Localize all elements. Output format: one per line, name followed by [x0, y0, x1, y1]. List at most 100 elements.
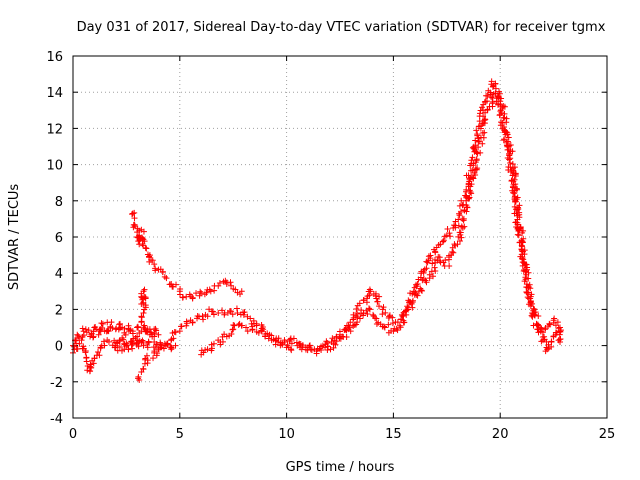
data-point [462, 192, 469, 199]
y-tick-label: 4 [55, 267, 63, 282]
data-point [366, 306, 373, 313]
data-point [97, 326, 104, 333]
data-point [464, 204, 471, 211]
data-point [507, 160, 514, 167]
data-point [82, 349, 89, 356]
data-point [450, 249, 457, 256]
series-track-e [198, 90, 564, 358]
data-point [541, 333, 548, 340]
data-point [463, 186, 470, 193]
data-point [366, 305, 373, 312]
data-point [382, 309, 389, 316]
data-point [523, 261, 530, 268]
data-point [417, 285, 424, 292]
data-point [281, 338, 288, 345]
data-point [516, 214, 523, 221]
data-point [350, 311, 357, 318]
data-point [471, 170, 478, 177]
data-point [503, 142, 510, 149]
data-point [478, 104, 485, 111]
y-axis-label: SDTVAR / TECUs [7, 184, 22, 291]
data-point [474, 165, 481, 172]
data-point [306, 342, 313, 349]
data-point [525, 289, 532, 296]
data-point [200, 316, 207, 323]
data-point [170, 335, 177, 342]
data-point [552, 322, 559, 329]
data-point [154, 350, 161, 357]
data-point [399, 313, 406, 320]
data-point [479, 140, 486, 147]
data-point [140, 310, 147, 317]
data-point [164, 340, 171, 347]
data-point [481, 129, 488, 136]
data-point [229, 311, 236, 318]
data-point [432, 248, 439, 255]
data-point [373, 315, 380, 322]
data-point [183, 318, 190, 325]
data-point [327, 346, 334, 353]
data-point [423, 279, 430, 286]
data-point [424, 259, 431, 266]
data-point [173, 281, 180, 288]
data-point [458, 234, 465, 241]
data-point [76, 340, 83, 347]
data-point [353, 312, 360, 319]
series-track-f [138, 286, 158, 340]
data-point [73, 337, 80, 344]
data-point [288, 340, 295, 347]
data-point [454, 241, 461, 248]
data-point [473, 157, 480, 164]
y-tick-label: 0 [55, 340, 63, 355]
data-point [124, 342, 131, 349]
data-point [511, 176, 518, 183]
data-point [240, 311, 247, 318]
data-point [209, 308, 216, 315]
data-point [409, 297, 416, 304]
data-point [447, 233, 454, 240]
data-point [86, 363, 93, 370]
data-point [313, 348, 320, 355]
data-point [140, 288, 147, 295]
data-point [501, 136, 508, 143]
data-point [535, 313, 542, 320]
data-point [506, 156, 513, 163]
data-point [306, 342, 313, 349]
data-point [129, 345, 136, 352]
data-point [342, 327, 349, 334]
data-point [423, 258, 430, 265]
data-point [409, 304, 416, 311]
data-point [461, 207, 468, 214]
data-point [497, 122, 504, 129]
data-point [477, 110, 484, 117]
data-point [73, 345, 80, 352]
data-point [504, 131, 511, 138]
data-point [394, 327, 401, 334]
data-point [379, 311, 386, 318]
x-axis-label: GPS time / hours [286, 460, 395, 475]
data-point [231, 322, 238, 329]
data-point [135, 373, 142, 380]
x-tick-label: 15 [385, 427, 402, 442]
data-point [343, 333, 350, 340]
data-point [427, 252, 434, 259]
data-point [244, 328, 251, 335]
data-point [477, 149, 484, 156]
data-point [290, 335, 297, 342]
data-point [215, 310, 222, 317]
data-point [142, 294, 149, 301]
data-point [446, 262, 453, 269]
data-point [498, 106, 505, 113]
data-point [157, 341, 164, 348]
data-point [469, 154, 476, 161]
data-point [172, 329, 179, 336]
data-point [324, 346, 331, 353]
x-tick-label: 10 [278, 427, 295, 442]
data-point [234, 310, 241, 317]
data-point [143, 352, 150, 359]
y-tick-label: 6 [55, 231, 63, 246]
data-point [514, 231, 521, 238]
y-tick-label: -2 [50, 376, 63, 391]
data-point [397, 324, 404, 331]
